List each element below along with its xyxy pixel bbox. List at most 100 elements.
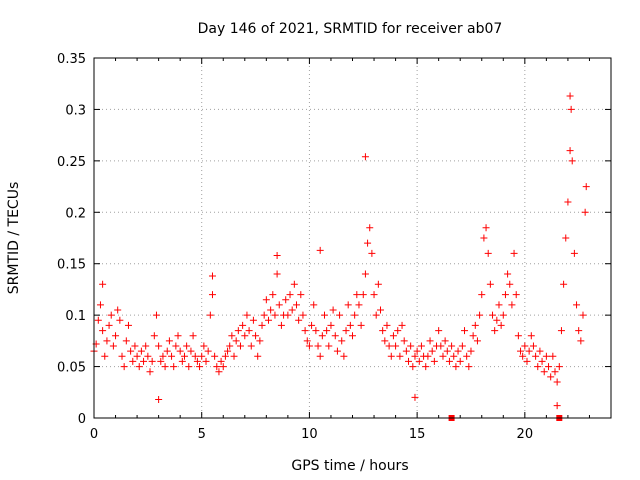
data-point bbox=[519, 352, 527, 360]
data-point bbox=[170, 363, 178, 371]
data-point bbox=[394, 327, 402, 335]
data-point bbox=[256, 337, 264, 345]
data-point bbox=[482, 224, 490, 232]
data-point bbox=[312, 327, 320, 335]
data-point bbox=[187, 347, 195, 355]
data-point bbox=[508, 301, 516, 309]
data-point bbox=[568, 157, 576, 165]
data-point bbox=[211, 352, 219, 360]
data-point bbox=[292, 301, 300, 309]
data-point bbox=[573, 301, 581, 309]
data-point bbox=[383, 321, 391, 329]
data-point bbox=[127, 347, 135, 355]
data-point bbox=[271, 311, 279, 319]
data-point bbox=[99, 280, 107, 288]
data-point bbox=[161, 363, 169, 371]
data-point bbox=[570, 249, 578, 257]
data-point bbox=[364, 239, 372, 247]
data-point bbox=[458, 342, 466, 350]
axis-ticks bbox=[93, 57, 611, 419]
data-point bbox=[387, 352, 395, 360]
data-point bbox=[366, 224, 374, 232]
data-point bbox=[374, 280, 382, 288]
data-point bbox=[157, 357, 165, 365]
data-point bbox=[353, 291, 361, 299]
plot-frame bbox=[93, 57, 612, 419]
data-point bbox=[258, 321, 266, 329]
data-point bbox=[114, 306, 122, 314]
data-point bbox=[185, 363, 193, 371]
data-point bbox=[342, 327, 350, 335]
data-point bbox=[566, 92, 574, 100]
data-point bbox=[124, 321, 132, 329]
data-point bbox=[439, 352, 447, 360]
data-point bbox=[180, 352, 188, 360]
data-point bbox=[213, 363, 221, 371]
data-point bbox=[131, 342, 139, 350]
data-point bbox=[467, 347, 475, 355]
y-tick-labels: 0 0.05 0.1 0.15 0.2 0.25 0.3 0.35 bbox=[57, 52, 86, 427]
data-point bbox=[430, 357, 438, 365]
data-point bbox=[204, 347, 212, 355]
data-point bbox=[398, 321, 406, 329]
y-tick-label: 0.2 bbox=[65, 206, 86, 221]
data-point bbox=[135, 363, 143, 371]
data-point bbox=[359, 291, 367, 299]
data-point bbox=[435, 327, 443, 335]
data-point bbox=[109, 342, 117, 350]
data-point bbox=[557, 327, 565, 335]
data-point bbox=[370, 291, 378, 299]
data-point bbox=[206, 311, 214, 319]
data-point bbox=[471, 321, 479, 329]
data-point bbox=[122, 337, 130, 345]
y-tick-label: 0.3 bbox=[65, 103, 86, 118]
data-point bbox=[273, 270, 281, 278]
data-point bbox=[514, 332, 522, 340]
data-point bbox=[101, 352, 109, 360]
data-point bbox=[405, 357, 413, 365]
data-point bbox=[407, 342, 415, 350]
data-point bbox=[200, 342, 208, 350]
data-point bbox=[267, 306, 275, 314]
data-point bbox=[532, 352, 540, 360]
data-point bbox=[150, 332, 158, 340]
data-point bbox=[461, 327, 469, 335]
data-point bbox=[344, 301, 352, 309]
data-point bbox=[137, 347, 145, 355]
data-point bbox=[183, 342, 191, 350]
data-point bbox=[301, 327, 309, 335]
data-point bbox=[575, 327, 583, 335]
data-point bbox=[553, 378, 561, 386]
data-point bbox=[178, 357, 186, 365]
data-point bbox=[389, 332, 397, 340]
data-point bbox=[567, 105, 575, 113]
data-point bbox=[424, 352, 432, 360]
data-point bbox=[196, 363, 204, 371]
data-point bbox=[381, 337, 389, 345]
data-point bbox=[262, 296, 270, 304]
data-point bbox=[148, 357, 156, 365]
y-axis-title: SRMTID / TECUs bbox=[6, 182, 22, 295]
data-point bbox=[351, 311, 359, 319]
data-point bbox=[208, 291, 216, 299]
data-point bbox=[437, 342, 445, 350]
data-point bbox=[368, 249, 376, 257]
data-points bbox=[90, 92, 590, 421]
data-point bbox=[264, 316, 272, 324]
data-point bbox=[501, 291, 509, 299]
data-point bbox=[469, 332, 477, 340]
data-point bbox=[448, 342, 456, 350]
data-point bbox=[176, 347, 184, 355]
data-point bbox=[239, 321, 247, 329]
data-point bbox=[493, 316, 501, 324]
data-point bbox=[221, 352, 229, 360]
data-point bbox=[320, 311, 328, 319]
data-point bbox=[112, 332, 120, 340]
data-point bbox=[290, 280, 298, 288]
data-point bbox=[372, 311, 380, 319]
data-point bbox=[96, 301, 104, 309]
data-point bbox=[579, 311, 587, 319]
data-point bbox=[506, 280, 514, 288]
data-point bbox=[316, 246, 324, 254]
data-point bbox=[473, 337, 481, 345]
